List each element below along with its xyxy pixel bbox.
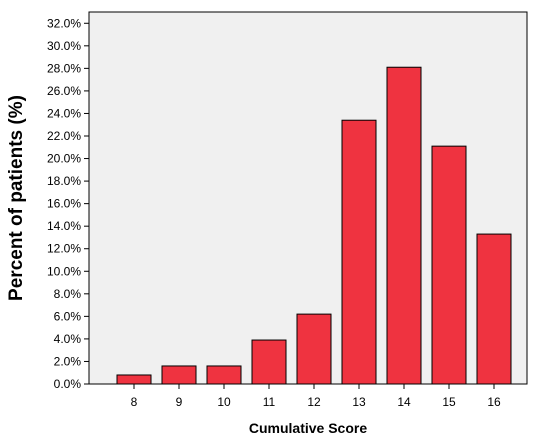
y-tick-label: 14.0%	[47, 219, 81, 233]
x-axis-ticks: 8 9 10 11 12 13 14 15 16	[131, 384, 501, 409]
bar-13	[341, 119, 377, 385]
x-tick-label: 14	[397, 395, 411, 409]
y-tick-label: 2.0%	[54, 354, 82, 368]
y-tick-label: 24.0%	[47, 106, 81, 120]
x-tick-label: 12	[307, 395, 321, 409]
bar-14	[386, 66, 422, 385]
x-tick-label: 16	[487, 395, 501, 409]
y-axis-title: Percent of patients (%)	[6, 95, 27, 301]
y-tick-label: 8.0%	[54, 287, 82, 301]
y-tick-label: 26.0%	[47, 84, 81, 98]
y-tick-label: 22.0%	[47, 129, 81, 143]
x-axis-title: Cumulative Score	[249, 420, 367, 436]
x-tick-label: 9	[176, 395, 183, 409]
y-tick-label: 20.0%	[47, 152, 81, 166]
x-tick-label: 13	[352, 395, 366, 409]
bar-11	[251, 339, 287, 385]
y-tick-label: 10.0%	[47, 264, 81, 278]
bar-16	[476, 233, 512, 385]
x-tick-label: 11	[263, 395, 276, 409]
y-tick-label: 12.0%	[47, 242, 81, 256]
bar-15	[431, 145, 467, 385]
y-tick-label: 16.0%	[47, 197, 81, 211]
y-tick-label: 30.0%	[47, 39, 81, 53]
y-tick-label: 0.0%	[54, 377, 82, 391]
x-tick-label: 8	[131, 395, 138, 409]
y-tick-label: 18.0%	[47, 174, 81, 188]
bar-10	[206, 365, 242, 385]
x-tick-label: 15	[442, 395, 456, 409]
y-axis-ticks: 0.0% 2.0% 4.0% 6.0% 8.0% 10.0% 12.0% 14.0% 16.0%…	[47, 16, 89, 391]
bar-9	[161, 365, 197, 385]
y-tick-label: 28.0%	[47, 61, 81, 75]
y-tick-label: 32.0%	[47, 16, 81, 30]
y-tick-label: 4.0%	[54, 332, 82, 346]
bar-8	[116, 374, 152, 385]
x-tick-label: 10	[217, 395, 231, 409]
bar-12	[296, 313, 332, 385]
y-tick-label: 6.0%	[54, 309, 82, 323]
